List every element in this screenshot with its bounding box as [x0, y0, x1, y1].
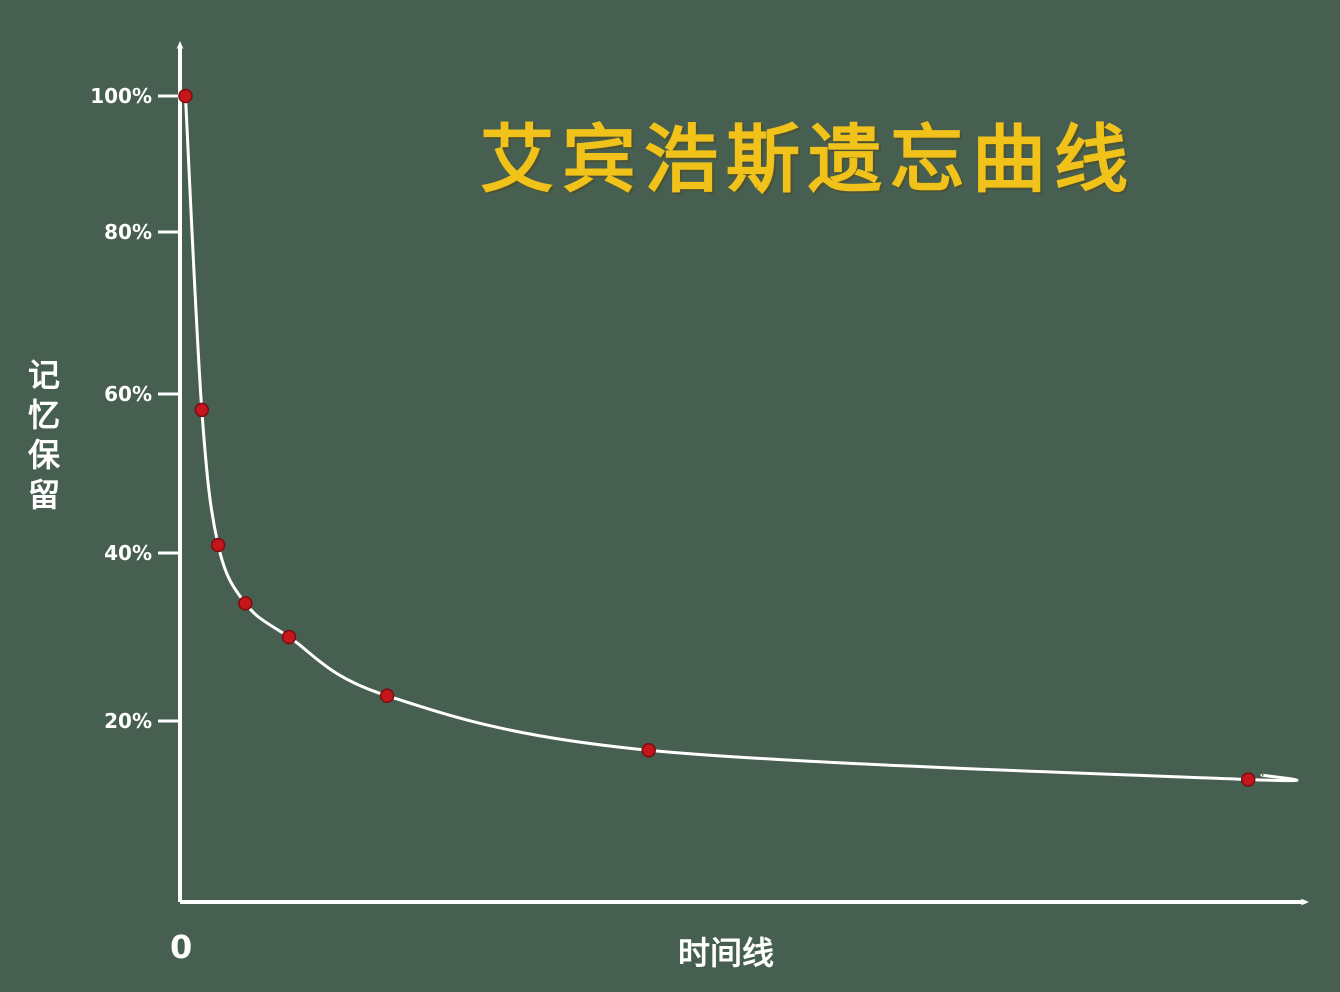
y-axis-label: 记忆保留 [27, 356, 60, 514]
y-tick-label: 80% [104, 220, 152, 244]
data-point [281, 629, 297, 645]
data-points [178, 88, 1256, 787]
forgetting-curve-line [183, 95, 1299, 783]
data-point [641, 742, 656, 758]
y-tick-label: 60% [104, 382, 152, 406]
data-point [194, 402, 210, 418]
y-tick-label: 100% [90, 84, 152, 108]
data-point [379, 688, 395, 704]
x-axis-label: 时间线 [678, 934, 775, 972]
data-point [238, 596, 253, 611]
y-tick-label: 20% [104, 709, 152, 733]
chart-title: 艾宾浩斯遗忘曲线 [480, 117, 1136, 203]
data-point [1240, 772, 1256, 787]
data-point [178, 88, 193, 104]
data-point [210, 537, 226, 553]
y-axis-ticks: 100% 80% 60% 40% 20% [90, 84, 180, 733]
origin-label: 0 [170, 928, 193, 966]
y-tick-label: 40% [104, 541, 152, 565]
